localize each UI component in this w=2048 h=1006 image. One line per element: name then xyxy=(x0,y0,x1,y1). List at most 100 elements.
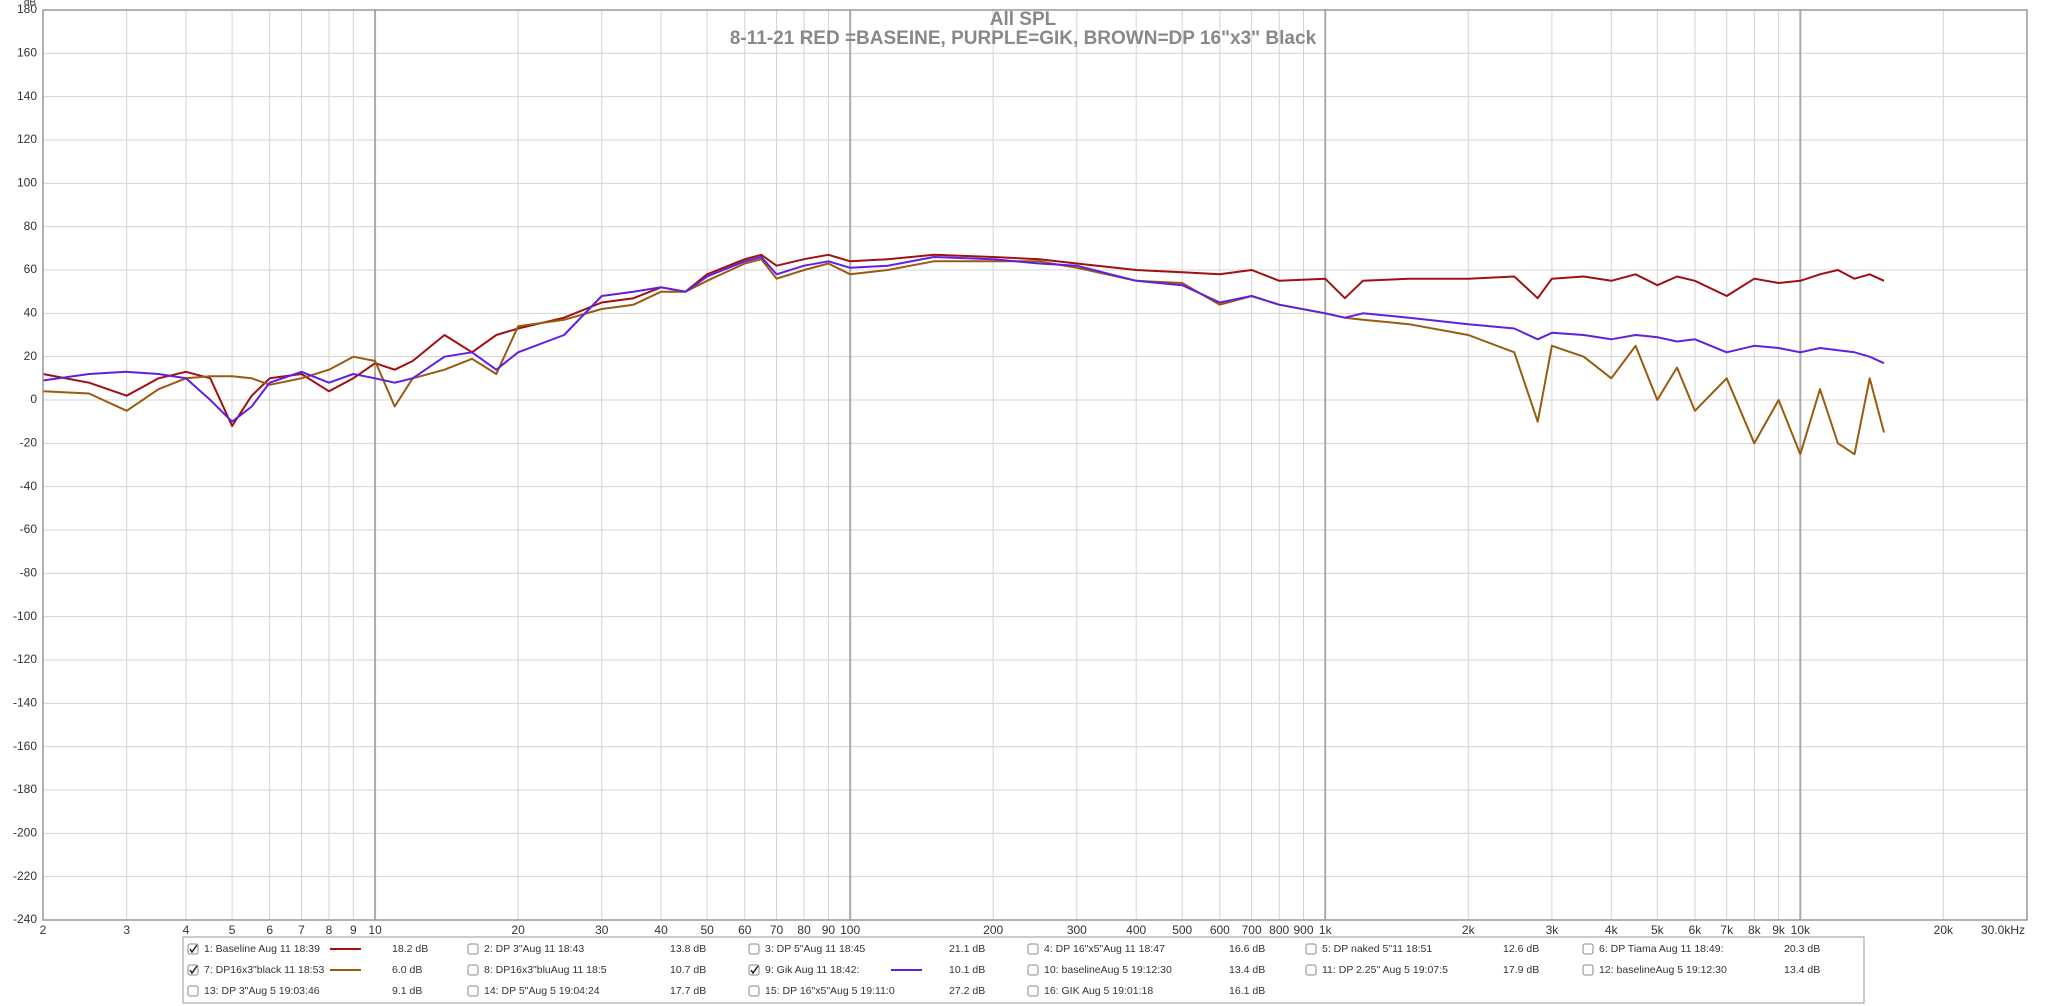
y-tick-label: 160 xyxy=(17,46,37,60)
y-tick-label: -20 xyxy=(20,436,38,450)
y-tick-label: -140 xyxy=(13,696,37,710)
legend-value: 12.6 dB xyxy=(1503,943,1539,955)
series-line xyxy=(42,253,1885,427)
y-tick-label: 60 xyxy=(24,262,38,276)
x-tick-label: 20 xyxy=(511,923,525,937)
legend-value: 21.1 dB xyxy=(949,943,985,955)
x-tick-label: 40 xyxy=(654,923,668,937)
y-tick-label: -160 xyxy=(13,739,37,753)
legend-checkbox[interactable] xyxy=(467,964,479,976)
x-tick-label: 600 xyxy=(1210,923,1230,937)
x-tick-label: 9 xyxy=(350,923,357,937)
x-tick-label: 50 xyxy=(700,923,714,937)
legend-checkmark xyxy=(189,944,198,954)
x-tick-label: 5 xyxy=(229,923,236,937)
plot-frame xyxy=(42,9,2028,921)
legend-value: 18.2 dB xyxy=(392,943,428,955)
y-tick-label: -220 xyxy=(13,869,37,883)
legend-checkbox[interactable] xyxy=(748,943,760,955)
legend-checkbox[interactable] xyxy=(748,985,760,997)
legend-value: 16.1 dB xyxy=(1229,985,1265,997)
legend-value: 16.6 dB xyxy=(1229,943,1265,955)
y-tick-label: -40 xyxy=(20,479,38,493)
y-tick-label: 40 xyxy=(24,306,38,320)
legend-checkbox[interactable] xyxy=(467,943,479,955)
legend-value: 20.3 dB xyxy=(1784,943,1820,955)
y-tick-label: -180 xyxy=(13,782,37,796)
x-tick-label: 30.0kHz xyxy=(1981,923,2025,937)
legend-value: 10.1 dB xyxy=(949,964,985,976)
x-tick-label: 10k xyxy=(1791,923,1811,937)
legend-label: 9: Gik Aug 11 18:42: xyxy=(765,964,859,976)
x-tick-label: 4k xyxy=(1605,923,1619,937)
legend-checkbox[interactable] xyxy=(1305,943,1317,955)
y-tick-label: 20 xyxy=(24,349,38,363)
legend-checkbox[interactable] xyxy=(1027,943,1039,955)
legend-label: 15: DP 16"x5"Aug 5 19:11:0 xyxy=(765,985,895,997)
legend-value: 10.7 dB xyxy=(670,964,706,976)
y-tick-label: -200 xyxy=(13,826,37,840)
x-tick-label: 3 xyxy=(123,923,130,937)
chart-subtitle: 8-11-21 RED =BASEINE, PURPLE=GIK, BROWN=… xyxy=(730,28,1317,49)
legend-checkmark xyxy=(750,965,759,975)
x-tick-label: 900 xyxy=(1293,923,1313,937)
y-axis-label: dB xyxy=(24,0,37,9)
legend-value: 13.8 dB xyxy=(670,943,706,955)
x-tick-label: 9k xyxy=(1772,923,1786,937)
legend-label: 6: DP Tiama Aug 11 18:49: xyxy=(1599,943,1724,955)
legend-label: 5: DP naked 5"11 18:51 xyxy=(1322,943,1432,955)
y-tick-label: -100 xyxy=(13,609,37,623)
x-tick-label: 700 xyxy=(1242,923,1262,937)
legend-label: 13: DP 3"Aug 5 19:03:46 xyxy=(204,985,320,997)
legend-label: 2: DP 3"Aug 11 18:43 xyxy=(484,943,584,955)
x-tick-label: 400 xyxy=(1126,923,1146,937)
legend-label: 11: DP 2.25" Aug 5 19:07:5 xyxy=(1322,964,1448,976)
legend-checkbox[interactable] xyxy=(1305,964,1317,976)
y-tick-label: 180 xyxy=(17,2,37,16)
legend-checkbox[interactable] xyxy=(1582,964,1594,976)
legend-checkbox[interactable] xyxy=(1027,985,1039,997)
legend-value: 13.4 dB xyxy=(1229,964,1265,976)
plot-lines xyxy=(42,253,1885,456)
legend-value: 9.1 dB xyxy=(392,985,422,997)
x-tick-label: 300 xyxy=(1067,923,1087,937)
legend-checkbox[interactable] xyxy=(1582,943,1594,955)
x-tick-label: 30 xyxy=(595,923,609,937)
x-tick-label: 70 xyxy=(770,923,784,937)
x-tick-label: 60 xyxy=(738,923,752,937)
legend-checkbox[interactable] xyxy=(1027,964,1039,976)
legend-label: 16: GIK Aug 5 19:01:18 xyxy=(1044,985,1153,997)
y-tick-label: 120 xyxy=(17,132,37,146)
legend-label: 3: DP 5"Aug 11 18:45 xyxy=(765,943,865,955)
y-tick-label: -80 xyxy=(20,566,38,580)
x-tick-label: 90 xyxy=(822,923,836,937)
x-tick-label: 2k xyxy=(1462,923,1476,937)
legend: 1: Baseline Aug 11 18:39 18.2 dB 2: DP 3"A… xyxy=(187,943,1820,997)
x-tick-label: 3k xyxy=(1546,923,1560,937)
x-tick-label: 2 xyxy=(40,923,47,937)
x-tick-label: 8 xyxy=(326,923,333,937)
y-tick-label: -240 xyxy=(13,912,37,926)
y-tick-label: 100 xyxy=(17,176,37,190)
legend-label: 10: baselineAug 5 19:12:30 xyxy=(1044,964,1172,976)
x-tick-label: 800 xyxy=(1269,923,1289,937)
y-tick-label: -120 xyxy=(13,652,37,666)
x-tick-label: 100 xyxy=(840,923,860,937)
y-tick-label: -60 xyxy=(20,522,38,536)
x-tick-label: 500 xyxy=(1172,923,1192,937)
chart-title: All SPL xyxy=(990,9,1057,30)
x-tick-label: 6 xyxy=(266,923,273,937)
legend-checkbox[interactable] xyxy=(467,985,479,997)
x-tick-label: 8k xyxy=(1748,923,1762,937)
legend-value: 13.4 dB xyxy=(1784,964,1820,976)
legend-label: 14: DP 5"Aug 5 19:04:24 xyxy=(484,985,600,997)
x-tick-label: 20k xyxy=(1934,923,1954,937)
x-tick-label: 7k xyxy=(1720,923,1734,937)
legend-value: 17.9 dB xyxy=(1503,964,1539,976)
legend-label: 1: Baseline Aug 11 18:39 xyxy=(204,943,320,955)
y-tick-label: 140 xyxy=(17,89,37,103)
legend-checkbox[interactable] xyxy=(187,985,199,997)
x-tick-label: 10 xyxy=(368,923,382,937)
